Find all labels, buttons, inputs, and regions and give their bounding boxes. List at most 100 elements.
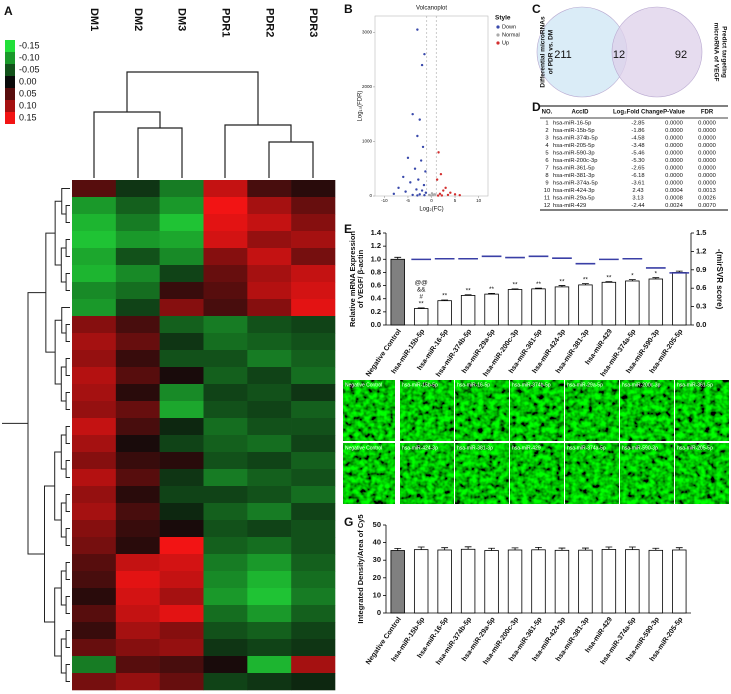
- heatmap-cell: [159, 299, 204, 317]
- y2-tick-label: 0.6: [696, 283, 706, 292]
- image-label: hsa-miR-15b-5p: [402, 382, 438, 388]
- y-tick-label: 0.6: [371, 281, 381, 290]
- x-tick-label: -5: [406, 198, 410, 203]
- scatter-point: [397, 186, 400, 190]
- colorbar-label: 0.00: [19, 76, 37, 86]
- heatmap-cell: [159, 367, 204, 385]
- heatmap-cell: [72, 673, 117, 691]
- heatmap-cell: [291, 435, 336, 453]
- scatter-point: [411, 112, 414, 116]
- heatmap-cell: [203, 180, 248, 198]
- table-cell: hsa-miR-16-5p: [553, 121, 591, 127]
- table-cell: 11: [544, 196, 550, 202]
- table-cell: -3.48: [631, 143, 644, 149]
- table-cell: 0.0000: [665, 128, 683, 134]
- fluorescence-image: [343, 380, 395, 441]
- scatter-point: [449, 191, 452, 194]
- fluorescence-image: [675, 380, 729, 441]
- bar: [507, 289, 523, 326]
- venn-circle: [611, 6, 703, 98]
- heatmap-cell: [203, 316, 248, 334]
- bar: [460, 548, 476, 614]
- error-bar: [511, 288, 519, 290]
- error-bar: [394, 256, 402, 260]
- heatmap-cell: [115, 554, 160, 572]
- error-bar: [652, 277, 660, 279]
- heatmap-cell: [291, 418, 336, 436]
- scatter-point: [417, 178, 420, 181]
- heatmap-cell: [159, 452, 204, 470]
- x-tick-label: 10: [476, 198, 482, 203]
- image-label: hsa-miR-16-5p: [457, 382, 490, 388]
- table-cell: 0.0013: [698, 188, 716, 194]
- error-bar: [464, 294, 472, 296]
- colorbar-label: -0.15: [19, 40, 40, 50]
- bar: [672, 272, 687, 326]
- table-cell: hsa-miR-29a-5p: [553, 196, 595, 202]
- bar: [437, 549, 452, 614]
- image-label: hsa-miR-590-3p: [622, 445, 658, 451]
- colorbar-swatch: [5, 40, 15, 52]
- heatmap-cell: [203, 605, 248, 623]
- heatmap-cell: [115, 588, 160, 606]
- table-cell: hsa-miR-381-3p: [553, 173, 595, 179]
- scatter-point: [421, 145, 425, 149]
- table-cell: 5: [545, 151, 548, 157]
- significance-label: **: [489, 286, 495, 293]
- table-header: AccID: [571, 110, 589, 116]
- table-cell: 0.0000: [665, 166, 683, 172]
- significance-label: *: [631, 272, 634, 279]
- error-bar: [675, 547, 683, 550]
- image-label: hsa-miR-429: [512, 445, 541, 451]
- scatter-point: [416, 134, 419, 138]
- bar: [648, 549, 664, 614]
- heatmap-cell: [72, 503, 117, 521]
- table-cell: 3.13: [632, 196, 643, 202]
- heatmap-cell: [203, 639, 248, 657]
- image-label: hsa-miR-424-3p: [402, 445, 438, 451]
- error-bar: [441, 547, 449, 550]
- fluorescence-image: [675, 443, 729, 504]
- error-bar: [652, 547, 660, 551]
- colorbar-swatch: [5, 52, 15, 64]
- scatter-point: [411, 193, 414, 197]
- heatmap-cell: [291, 537, 336, 555]
- table-cell: 8: [545, 173, 548, 179]
- scatter-point: [423, 193, 426, 197]
- heatmap-cell: [291, 231, 336, 249]
- panel-label: G: [344, 515, 353, 529]
- error-bar: [582, 283, 589, 285]
- table-cell: 4: [545, 143, 549, 149]
- dendrogram-branch: [65, 596, 70, 614]
- heatmap-cell: [203, 452, 248, 470]
- heatmap-cell: [203, 197, 248, 215]
- dendrogram-branch: [60, 638, 67, 674]
- table-cell: 0.0000: [665, 181, 683, 187]
- scatter-point: [440, 194, 444, 197]
- image-label: hsa-miR-374b-5p: [512, 382, 551, 388]
- heatmap-cell: [115, 214, 160, 232]
- table-cell: 0.0000: [698, 166, 716, 172]
- heatmap-cell: [247, 588, 292, 606]
- heatmap-cell: [115, 401, 160, 419]
- heatmap-cell: [159, 656, 204, 674]
- heatmap-cell: [115, 231, 160, 249]
- table-cell: 0.0000: [698, 151, 716, 157]
- scatter-point: [438, 192, 442, 196]
- heatmap-cell: [291, 180, 336, 198]
- heatmap-cell: [247, 486, 292, 504]
- bar: [507, 549, 523, 614]
- x-tick-label: -10: [381, 198, 388, 203]
- scatter-point: [415, 188, 418, 191]
- table-header: P-Value: [663, 110, 685, 116]
- scatter-point: [458, 193, 461, 197]
- colorbar-label: -0.05: [19, 64, 40, 74]
- heatmap-cell: [203, 520, 248, 538]
- table-cell: 1: [545, 121, 548, 127]
- heatmap-cell: [159, 384, 204, 402]
- table-cell: 0.0000: [698, 121, 716, 127]
- y-tick-label: 0: [369, 193, 372, 198]
- y-tick-label: 1000: [362, 139, 373, 144]
- dendrogram-branch: [65, 664, 70, 682]
